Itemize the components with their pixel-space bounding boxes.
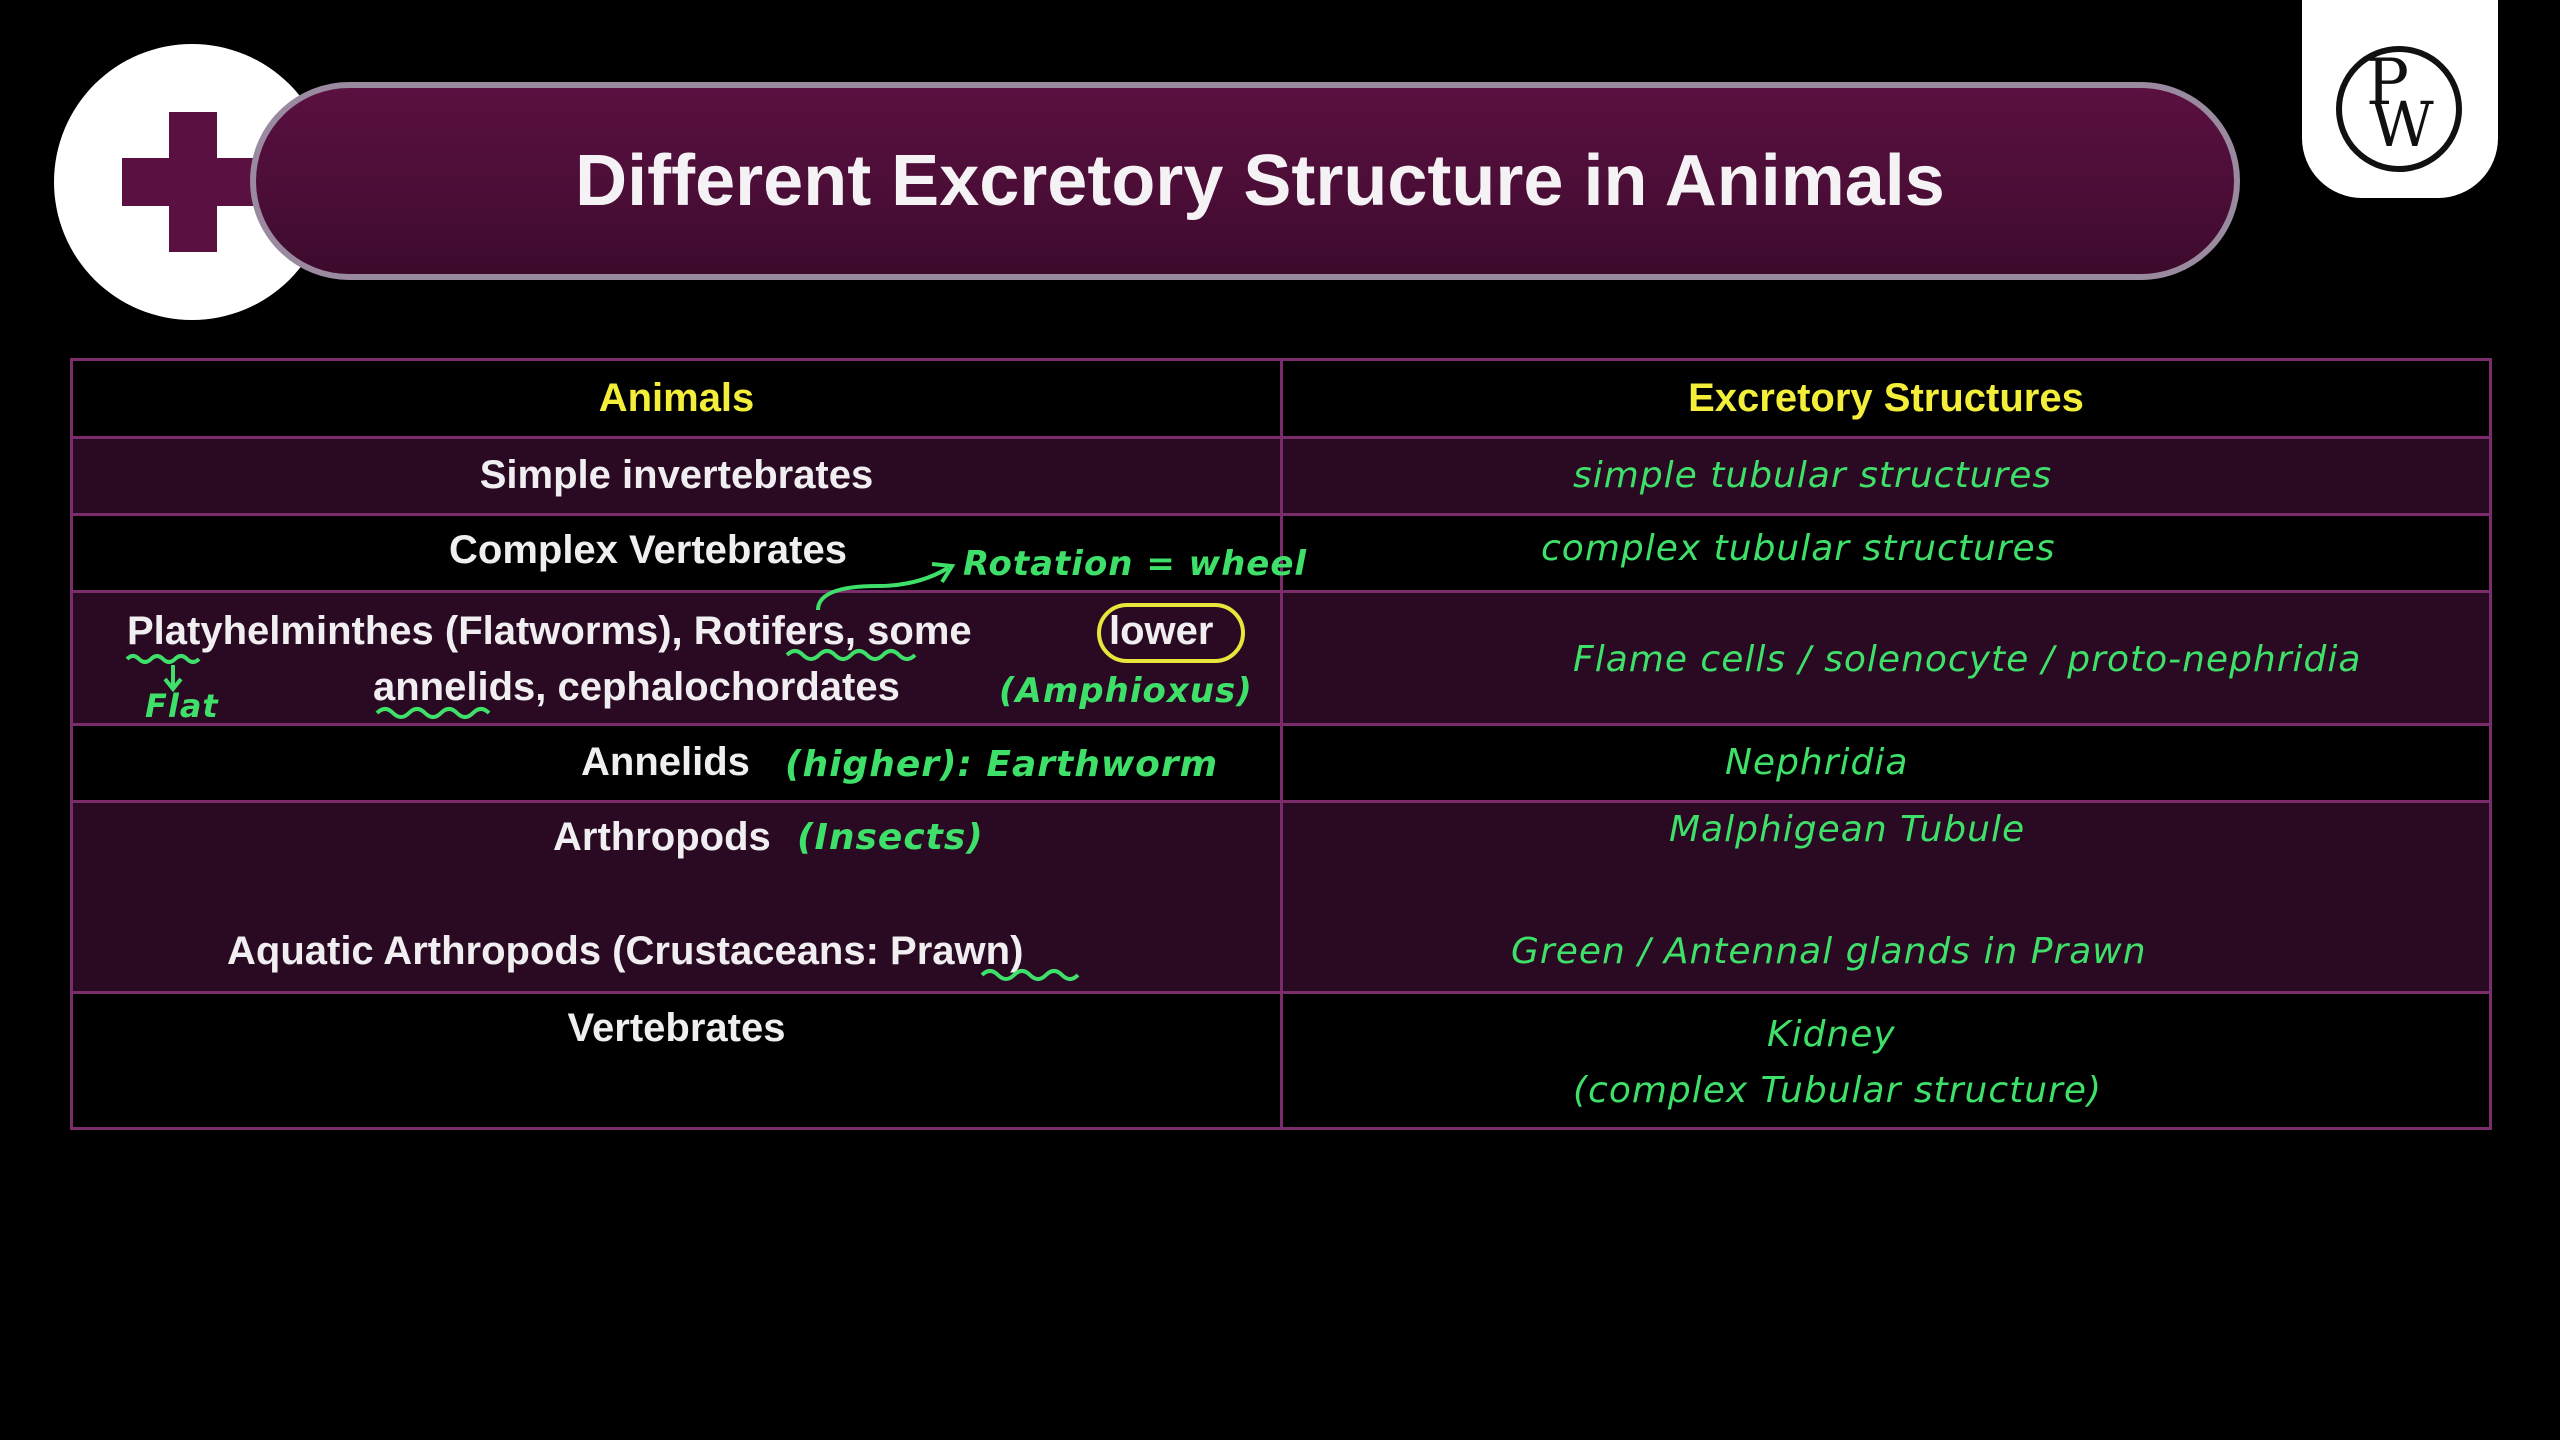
amphioxus-note: (Amphioxus) [999, 671, 1253, 711]
logo-letter-w: W [2370, 88, 2434, 161]
header-excretory-structures: Excretory Structures [1688, 376, 2084, 420]
structure-note: simple tubular structures [1573, 455, 2053, 496]
pw-logo: P W [2302, 0, 2498, 198]
animal-name: Platyhelminthes (Flatworms), Rotifers, s… [127, 609, 972, 653]
plus-icon-bar [122, 158, 264, 206]
structure-note: Nephridia [1725, 742, 1909, 783]
structure-note: complex tubular structures [1541, 528, 2056, 569]
logo-letter-p: P [2366, 46, 2410, 120]
animal-name: Complex Vertebrates [449, 528, 847, 572]
underline-squiggle [375, 707, 491, 719]
table-row: Vertebrates Kidney (complex Tubular stru… [73, 994, 2489, 1127]
table-row: Complex Vertebrates Rotation = wheel com… [73, 516, 2489, 593]
animal-name-line2: annelids, cephalochordates [373, 665, 900, 709]
animal-name-aquatic: Aquatic Arthropods (Crustaceans: Prawn) [227, 929, 1024, 973]
animal-name: Annelids [581, 740, 750, 784]
pw-logo-icon [2336, 46, 2462, 172]
annelid-note: (higher): Earthworm [785, 744, 1219, 785]
structure-note: Flame cells / solenocyte / proto-nephrid… [1573, 639, 2362, 680]
structure-note: Kidney [1767, 1014, 1896, 1055]
flat-note: Flat [145, 687, 219, 725]
table-header-row: Animals Excretory Structures [73, 361, 2489, 439]
table-row: Arthropods (Insects) Aquatic Arthropods … [73, 803, 2489, 994]
structure-note-2: (complex Tubular structure) [1573, 1070, 2103, 1111]
structure-note: Malphigean Tubule [1669, 809, 2026, 850]
rotation-arrow-icon [816, 562, 956, 611]
annotation-arrow-icon [125, 654, 201, 693]
table-row: Simple invertebrates simple tubular stru… [73, 439, 2489, 516]
table-row: Platyhelminthes (Flatworms), Rotifers, s… [73, 593, 2489, 726]
animal-name: Vertebrates [567, 1006, 786, 1050]
underline-squiggle [785, 649, 917, 661]
table-row: Annelids (higher): Earthworm Nephridia [73, 726, 2489, 803]
highlight-circle [1097, 603, 1245, 663]
title-banner: Different Excretory Structure in Animals [250, 82, 2240, 280]
excretory-table: Animals Excretory Structures Simple inve… [70, 358, 2492, 1130]
animal-name: Simple invertebrates [479, 453, 874, 497]
page-title: Different Excretory Structure in Animals [575, 141, 1945, 221]
insects-note: (Insects) [797, 817, 984, 858]
animal-name: Arthropods [553, 815, 771, 859]
structure-note-2: Green / Antennal glands in Prawn [1511, 931, 2147, 972]
underline-squiggle [980, 969, 1080, 981]
rotation-note: Rotation = wheel [963, 544, 1308, 584]
header-animals: Animals [73, 361, 1283, 436]
